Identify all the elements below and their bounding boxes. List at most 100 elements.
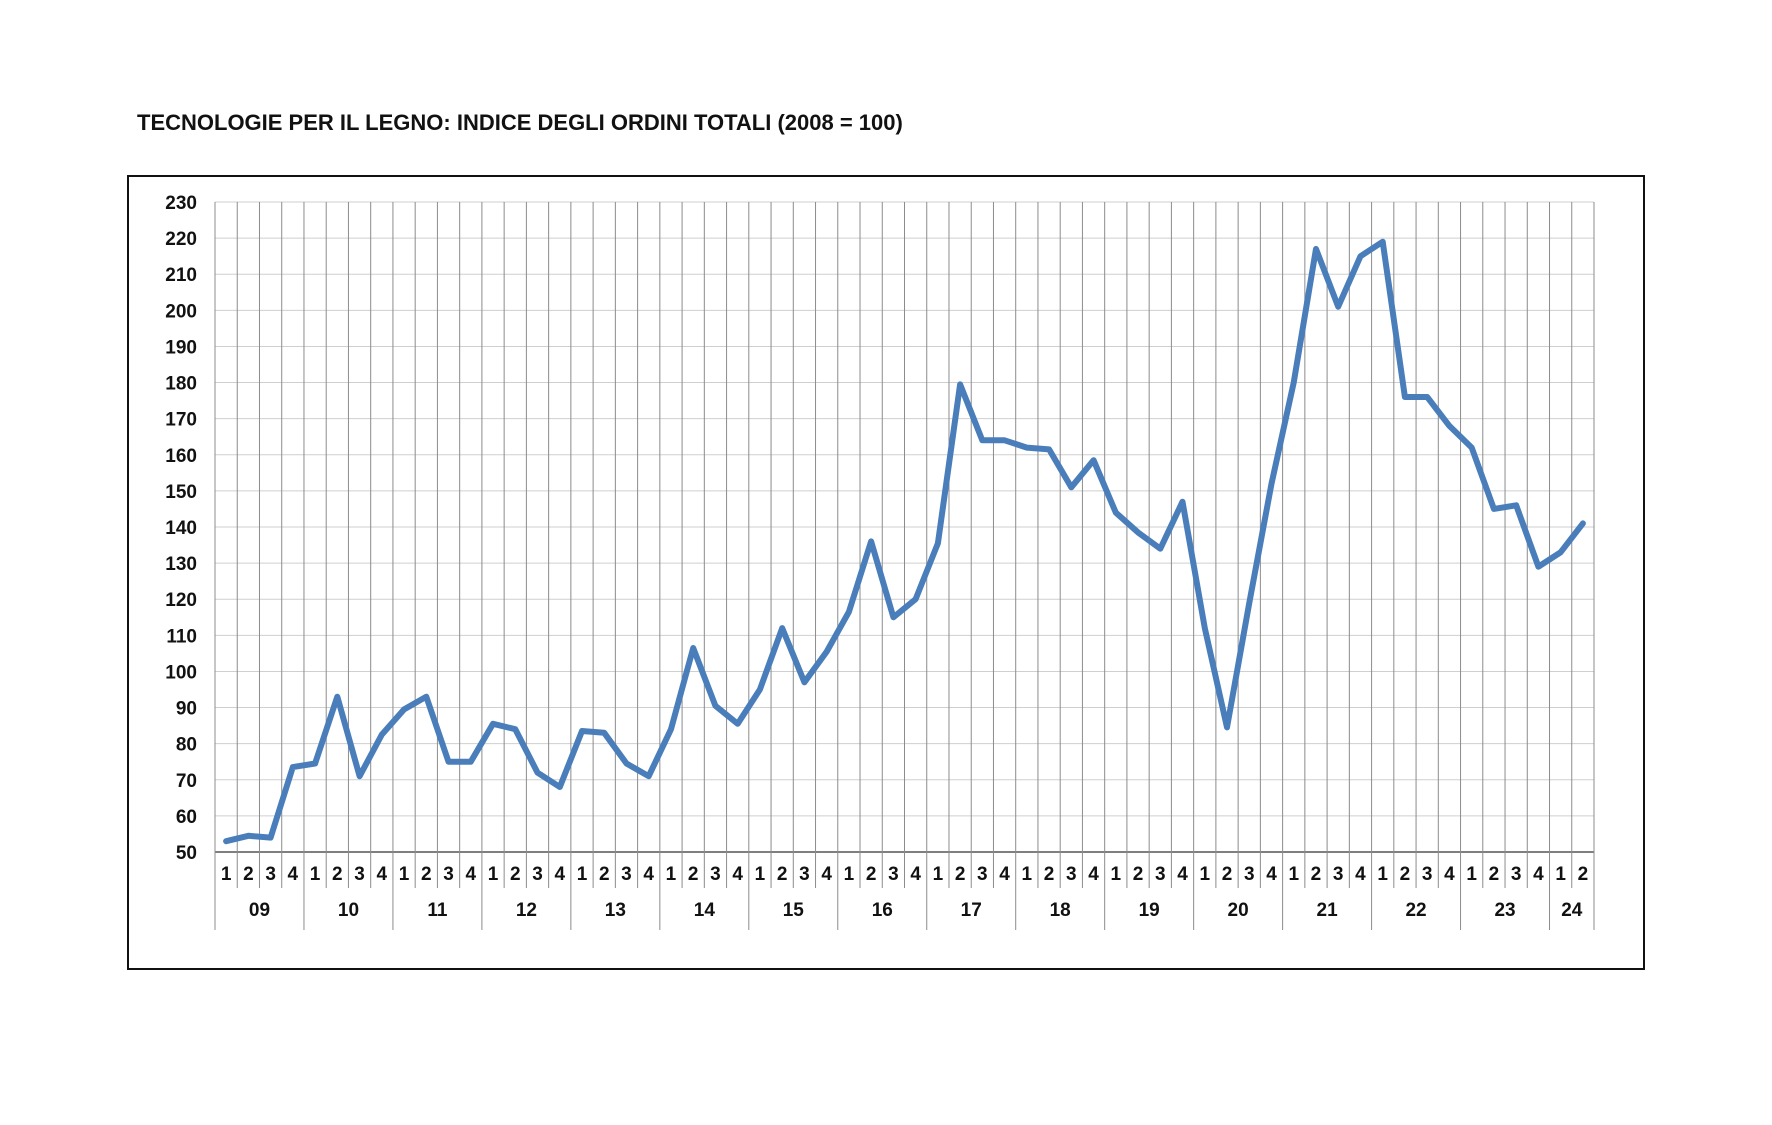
y-tick-label: 70 bbox=[176, 771, 197, 792]
quarter-tick-label: 2 bbox=[243, 864, 254, 885]
y-tick-label: 130 bbox=[165, 554, 197, 575]
quarter-tick-label: 4 bbox=[643, 864, 654, 885]
quarter-tick-label: 3 bbox=[354, 864, 365, 885]
series-line bbox=[223, 238, 1586, 845]
chart-title: TECNOLOGIE PER IL LEGNO: INDICE DEGLI OR… bbox=[137, 110, 903, 135]
year-tick-label: 24 bbox=[1561, 900, 1583, 921]
quarter-tick-label: 1 bbox=[577, 864, 588, 885]
quarter-tick-label: 4 bbox=[999, 864, 1010, 885]
year-tick-label: 21 bbox=[1317, 900, 1339, 921]
year-tick-label: 20 bbox=[1228, 900, 1249, 921]
y-tick-label: 190 bbox=[165, 337, 197, 358]
quarter-tick-label: 1 bbox=[666, 864, 677, 885]
quarter-tick-label: 2 bbox=[1044, 864, 1055, 885]
quarter-tick-label: 1 bbox=[488, 864, 499, 885]
quarter-tick-label: 4 bbox=[377, 864, 388, 885]
quarter-tick-label: 1 bbox=[1111, 864, 1122, 885]
quarter-tick-label: 1 bbox=[1288, 864, 1299, 885]
y-tick-label: 100 bbox=[165, 662, 197, 683]
quarter-tick-label: 3 bbox=[1244, 864, 1255, 885]
y-tick-label: 210 bbox=[165, 265, 197, 286]
y-tick-label: 160 bbox=[165, 446, 197, 467]
y-tick-label: 220 bbox=[165, 229, 197, 250]
quarter-tick-label: 1 bbox=[755, 864, 766, 885]
quarter-tick-label: 4 bbox=[732, 864, 743, 885]
quarter-tick-label: 1 bbox=[1022, 864, 1033, 885]
year-tick-label: 19 bbox=[1139, 900, 1160, 921]
y-tick-label: 170 bbox=[165, 410, 197, 431]
quarter-tick-label: 3 bbox=[977, 864, 988, 885]
quarter-tick-label: 3 bbox=[1422, 864, 1433, 885]
quarter-tick-label: 4 bbox=[821, 864, 832, 885]
y-tick-label: 120 bbox=[165, 590, 197, 611]
quarter-tick-label: 2 bbox=[332, 864, 343, 885]
quarter-tick-label: 1 bbox=[1199, 864, 1210, 885]
y-tick-label: 60 bbox=[176, 807, 197, 828]
quarter-tick-label: 1 bbox=[933, 864, 944, 885]
quarter-tick-label: 2 bbox=[1133, 864, 1144, 885]
y-tick-label: 90 bbox=[176, 699, 197, 720]
y-tick-label: 230 bbox=[165, 193, 197, 214]
quarter-tick-label: 2 bbox=[599, 864, 610, 885]
quarter-tick-label: 2 bbox=[510, 864, 521, 885]
quarter-tick-label: 3 bbox=[1511, 864, 1522, 885]
y-tick-label: 110 bbox=[166, 626, 197, 647]
quarter-tick-label: 3 bbox=[888, 864, 899, 885]
quarter-tick-label: 3 bbox=[265, 864, 276, 885]
year-tick-label: 23 bbox=[1494, 900, 1515, 921]
quarter-tick-label: 2 bbox=[866, 864, 877, 885]
quarter-tick-label: 3 bbox=[1066, 864, 1077, 885]
quarter-tick-label: 1 bbox=[399, 864, 410, 885]
quarter-tick-label: 4 bbox=[465, 864, 476, 885]
quarter-tick-label: 1 bbox=[310, 864, 321, 885]
quarter-tick-label: 4 bbox=[1088, 864, 1099, 885]
quarter-tick-label: 3 bbox=[799, 864, 810, 885]
quarter-tick-label: 4 bbox=[1444, 864, 1455, 885]
quarter-tick-label: 3 bbox=[443, 864, 454, 885]
y-tick-label: 150 bbox=[165, 482, 197, 503]
quarter-tick-label: 3 bbox=[621, 864, 632, 885]
quarter-tick-label: 2 bbox=[421, 864, 432, 885]
quarter-tick-label: 4 bbox=[1355, 864, 1366, 885]
y-tick-label: 50 bbox=[176, 843, 197, 864]
year-tick-label: 17 bbox=[961, 900, 982, 921]
quarter-tick-label: 2 bbox=[955, 864, 966, 885]
year-tick-label: 22 bbox=[1405, 900, 1426, 921]
quarter-tick-label: 1 bbox=[221, 864, 232, 885]
quarter-tick-label: 4 bbox=[1533, 864, 1544, 885]
quarter-tick-label: 4 bbox=[1266, 864, 1277, 885]
year-tick-label: 16 bbox=[872, 900, 893, 921]
quarter-tick-label: 2 bbox=[1311, 864, 1322, 885]
year-tick-label: 14 bbox=[694, 900, 716, 921]
quarter-tick-label: 3 bbox=[1155, 864, 1166, 885]
year-tick-label: 10 bbox=[338, 900, 359, 921]
quarter-tick-label: 4 bbox=[288, 864, 299, 885]
quarter-tick-label: 1 bbox=[1555, 864, 1566, 885]
year-tick-label: 11 bbox=[427, 900, 448, 921]
quarter-tick-label: 2 bbox=[1222, 864, 1233, 885]
quarter-tick-label: 4 bbox=[1177, 864, 1188, 885]
y-tick-label: 140 bbox=[165, 518, 197, 539]
quarter-tick-label: 2 bbox=[688, 864, 699, 885]
quarter-tick-label: 1 bbox=[1377, 864, 1388, 885]
year-tick-label: 12 bbox=[516, 900, 537, 921]
quarter-tick-label: 2 bbox=[1578, 864, 1589, 885]
y-tick-label: 200 bbox=[165, 301, 197, 322]
year-tick-label: 09 bbox=[249, 900, 270, 921]
y-tick-label: 180 bbox=[165, 374, 197, 395]
year-tick-label: 13 bbox=[605, 900, 626, 921]
year-tick-label: 18 bbox=[1050, 900, 1071, 921]
quarter-tick-label: 4 bbox=[554, 864, 565, 885]
quarter-tick-label: 4 bbox=[910, 864, 921, 885]
quarter-tick-label: 2 bbox=[777, 864, 788, 885]
quarter-tick-label: 2 bbox=[1400, 864, 1411, 885]
year-tick-label: 15 bbox=[783, 900, 805, 921]
chart-frame bbox=[127, 175, 1645, 970]
quarter-tick-label: 2 bbox=[1489, 864, 1500, 885]
quarter-tick-label: 1 bbox=[1466, 864, 1477, 885]
quarter-tick-label: 3 bbox=[710, 864, 721, 885]
quarter-tick-label: 1 bbox=[844, 864, 855, 885]
quarter-tick-label: 3 bbox=[1333, 864, 1344, 885]
y-tick-label: 80 bbox=[176, 735, 197, 756]
